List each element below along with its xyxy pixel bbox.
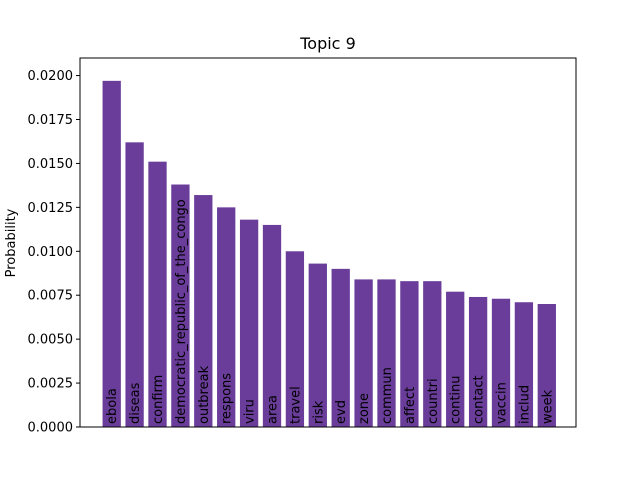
y-tick-label: 0.0175 (28, 113, 74, 128)
bar-label-contact: contact (472, 375, 487, 424)
bar-travel (285, 251, 305, 427)
bar-democratic_republic_of_the_congo (171, 184, 190, 427)
bar-week (537, 304, 556, 427)
bar-confirm (148, 161, 167, 428)
bar-label-vaccin: vaccin (495, 382, 510, 424)
bar-countri (423, 281, 442, 427)
bar-label-diseas: diseas (128, 382, 143, 424)
bar-contact (468, 296, 488, 427)
bar-label-confirm: confirm (151, 375, 166, 424)
bar-label-area: area (266, 395, 281, 424)
bar-evd (331, 268, 350, 427)
y-tick-label: 0.0150 (28, 157, 74, 172)
bar-respons (217, 207, 236, 427)
bar-vaccin (491, 298, 511, 427)
bar-label-viru: viru (243, 399, 258, 424)
bar-commun (377, 279, 396, 427)
bar-label-ebola: ebola (105, 388, 120, 424)
bar-continu (446, 291, 465, 427)
bar-label-travel: travel (288, 386, 303, 424)
bar-label-democratic_republic_of_the_congo: democratic_republic_of_the_congo (174, 199, 189, 424)
bar-label-evd: evd (334, 400, 349, 424)
bar-label-affect: affect (403, 387, 418, 424)
bar-label-zone: zone (357, 393, 372, 424)
bar-includ (514, 302, 534, 427)
bar-viru (239, 219, 259, 427)
bar-label-commun: commun (380, 367, 395, 424)
bar-affect (400, 281, 419, 427)
bar-risk (308, 263, 327, 427)
bar-label-countri: countri (426, 378, 441, 424)
bar-label-includ: includ (517, 385, 532, 424)
bar-label-week: week (540, 389, 555, 424)
y-tick-label: 0.0200 (28, 69, 74, 84)
chart-title: Topic 9 (299, 34, 356, 53)
plot-frame (79, 57, 577, 428)
y-tick-label: 0.0075 (28, 289, 74, 304)
y-axis-label: Probability (4, 208, 19, 277)
y-tick-label: 0.0050 (28, 333, 74, 348)
y-axis-ticks: 0.0000 0.0025 0.0050 0.0075 0.0100 0.0125 0.01… (28, 69, 80, 436)
bar-area (262, 224, 282, 427)
bar-label-continu: continu (449, 375, 464, 424)
bar-outbreak (194, 195, 213, 427)
y-tick-label: 0.0025 (28, 377, 74, 392)
y-tick-label: 0.0000 (28, 421, 74, 436)
bar-zone (354, 279, 373, 427)
y-tick-label: 0.0125 (28, 201, 74, 216)
bars-group (102, 80, 556, 428)
y-tick-label: 0.0100 (28, 245, 74, 260)
bar-label-risk: risk (311, 400, 326, 424)
bar-labels-group: ebola diseas confirm democratic_republic_of… (105, 199, 555, 424)
bar-label-respons: respons (220, 373, 235, 424)
bar-label-outbreak: outbreak (197, 365, 212, 424)
bar-diseas (125, 142, 144, 427)
bar-ebola (102, 80, 121, 427)
